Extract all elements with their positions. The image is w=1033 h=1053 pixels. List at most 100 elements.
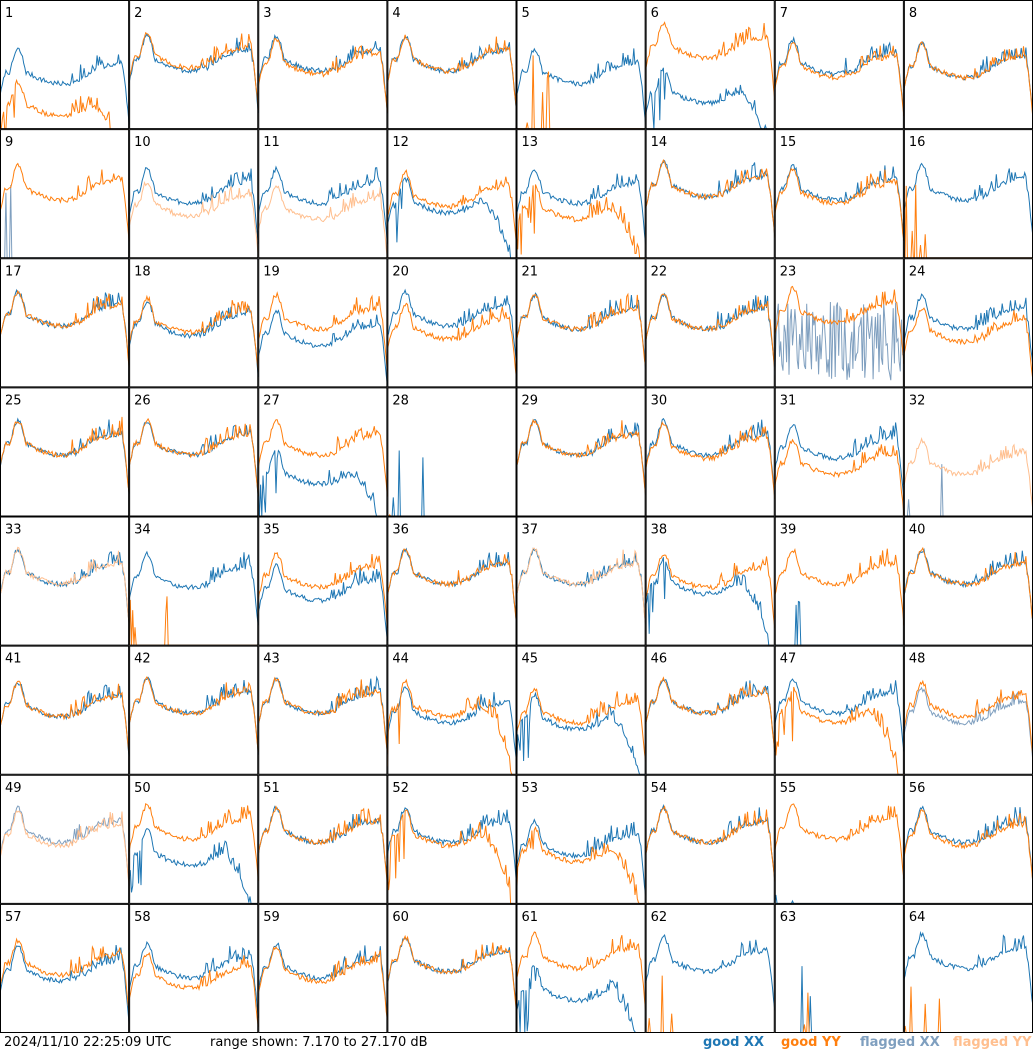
panel-label: 18 — [134, 264, 151, 279]
panel-24: 24 — [903, 258, 1033, 388]
panel-label: 21 — [522, 264, 539, 279]
panel-31-yy-line — [774, 438, 904, 516]
panel-32-yy-line — [903, 436, 1033, 513]
panel-53-xx-line — [516, 818, 646, 896]
panel-border — [129, 129, 259, 259]
panel-27: 27 — [258, 387, 388, 517]
panel-label: 20 — [392, 264, 409, 279]
panel-8-xx-line — [903, 41, 1033, 116]
panel-label: 52 — [392, 781, 409, 796]
panel-41-xx-line — [0, 682, 130, 757]
panel-label: 61 — [522, 910, 539, 925]
panel-50-xx-line — [129, 828, 259, 904]
panel-21-yy-line — [516, 292, 646, 367]
panel-32-xx-line — [903, 464, 1033, 517]
panel-35-xx-line — [258, 562, 388, 641]
panel-label: 58 — [134, 910, 151, 925]
panel-border — [645, 774, 775, 904]
panel-52-xx-line — [387, 807, 517, 885]
panel-46-yy-line — [645, 676, 775, 752]
panel-border — [258, 645, 388, 775]
panel-border — [645, 129, 775, 259]
panel-22: 22 — [645, 258, 775, 388]
panel-label: 11 — [263, 135, 280, 150]
panel-41: 41 — [0, 645, 130, 775]
panel-30: 30 — [645, 387, 775, 517]
panel-24-xx-line — [903, 293, 1033, 368]
panel-33-xx-line — [0, 548, 130, 623]
panel-10: 10 — [129, 129, 259, 259]
panel-48: 48 — [903, 645, 1033, 775]
panel-22-xx-line — [645, 292, 775, 367]
panel-label: 14 — [651, 135, 668, 150]
panel-label: 42 — [134, 652, 151, 667]
panel-48-yy-line — [903, 679, 1033, 759]
footer: 2024/11/10 22:25:09 UTC range shown: 7.1… — [0, 1033, 1033, 1053]
panel-label: 22 — [651, 264, 668, 279]
panel-55-yy-line — [774, 803, 904, 880]
panel-border — [0, 645, 130, 775]
panel-label: 33 — [5, 523, 22, 538]
panel-label: 10 — [134, 135, 151, 150]
panel-36-yy-line — [387, 548, 517, 625]
panel-63: 63 — [774, 903, 904, 1033]
panel-49-yy-line — [0, 810, 130, 887]
panel-39-xx-line — [774, 600, 904, 646]
panel-border — [645, 903, 775, 1033]
panel-61-yy-line — [516, 931, 646, 1011]
timestamp: 2024/11/10 22:25:09 UTC — [4, 1035, 172, 1050]
panel-50-yy-line — [129, 803, 259, 881]
panel-37: 37 — [516, 516, 646, 646]
panel-label: 12 — [392, 135, 409, 150]
panel-label: 64 — [909, 910, 926, 925]
panel-59: 59 — [258, 903, 388, 1033]
panel-1-xx-line — [0, 47, 130, 125]
panel-27-xx-line — [258, 449, 388, 517]
panel-62-xx-line — [645, 934, 775, 1011]
panel-24-yy-line — [903, 307, 1033, 382]
panel-10-yy-line — [129, 180, 259, 257]
panel-6-xx-line — [645, 67, 775, 130]
panel-19-xx-line — [258, 309, 388, 386]
panel-border — [645, 387, 775, 517]
panel-57: 57 — [0, 903, 130, 1033]
panel-3: 3 — [258, 0, 388, 130]
panel-label: 3 — [263, 6, 271, 21]
panel-21: 21 — [516, 258, 646, 388]
panel-35-yy-line — [258, 551, 388, 628]
panel-63-xx-line — [774, 966, 904, 1033]
panel-40-yy-line — [903, 546, 1033, 623]
panel-border — [516, 0, 646, 130]
panel-23-xx-line — [774, 301, 904, 381]
panel-18-yy-line — [129, 294, 259, 372]
panel-29: 29 — [516, 387, 646, 517]
panel-border — [0, 129, 130, 259]
panel-58: 58 — [129, 903, 259, 1033]
panel-34-xx-line — [129, 550, 259, 626]
panel-33: 33 — [0, 516, 130, 646]
panel-47: 47 — [774, 645, 904, 775]
panel-8-yy-line — [903, 41, 1033, 120]
panel-58-yy-line — [129, 951, 259, 1027]
panel-label: 17 — [5, 264, 22, 279]
panel-label: 57 — [5, 910, 22, 925]
panel-border — [387, 387, 517, 517]
panel-42-xx-line — [129, 676, 259, 755]
panel-31: 31 — [774, 387, 904, 517]
panel-49: 49 — [0, 774, 130, 904]
panel-5-yy-line — [516, 55, 646, 130]
panel-border — [129, 516, 259, 646]
panel-6-yy-line — [645, 21, 775, 101]
panel-label: 54 — [651, 781, 668, 796]
panel-62-yy-line — [645, 975, 775, 1033]
panel-45: 45 — [516, 645, 646, 775]
panel-border — [774, 129, 904, 259]
legend-good-xx: good XX — [703, 1035, 765, 1050]
panel-label: 55 — [780, 781, 797, 796]
panel-13-xx-line — [516, 169, 646, 245]
panel-7-yy-line — [774, 42, 904, 117]
panel-46-xx-line — [645, 678, 775, 753]
panel-label: 44 — [392, 652, 409, 667]
panel-41-yy-line — [0, 680, 130, 755]
panel-28-xx-line — [387, 450, 517, 517]
